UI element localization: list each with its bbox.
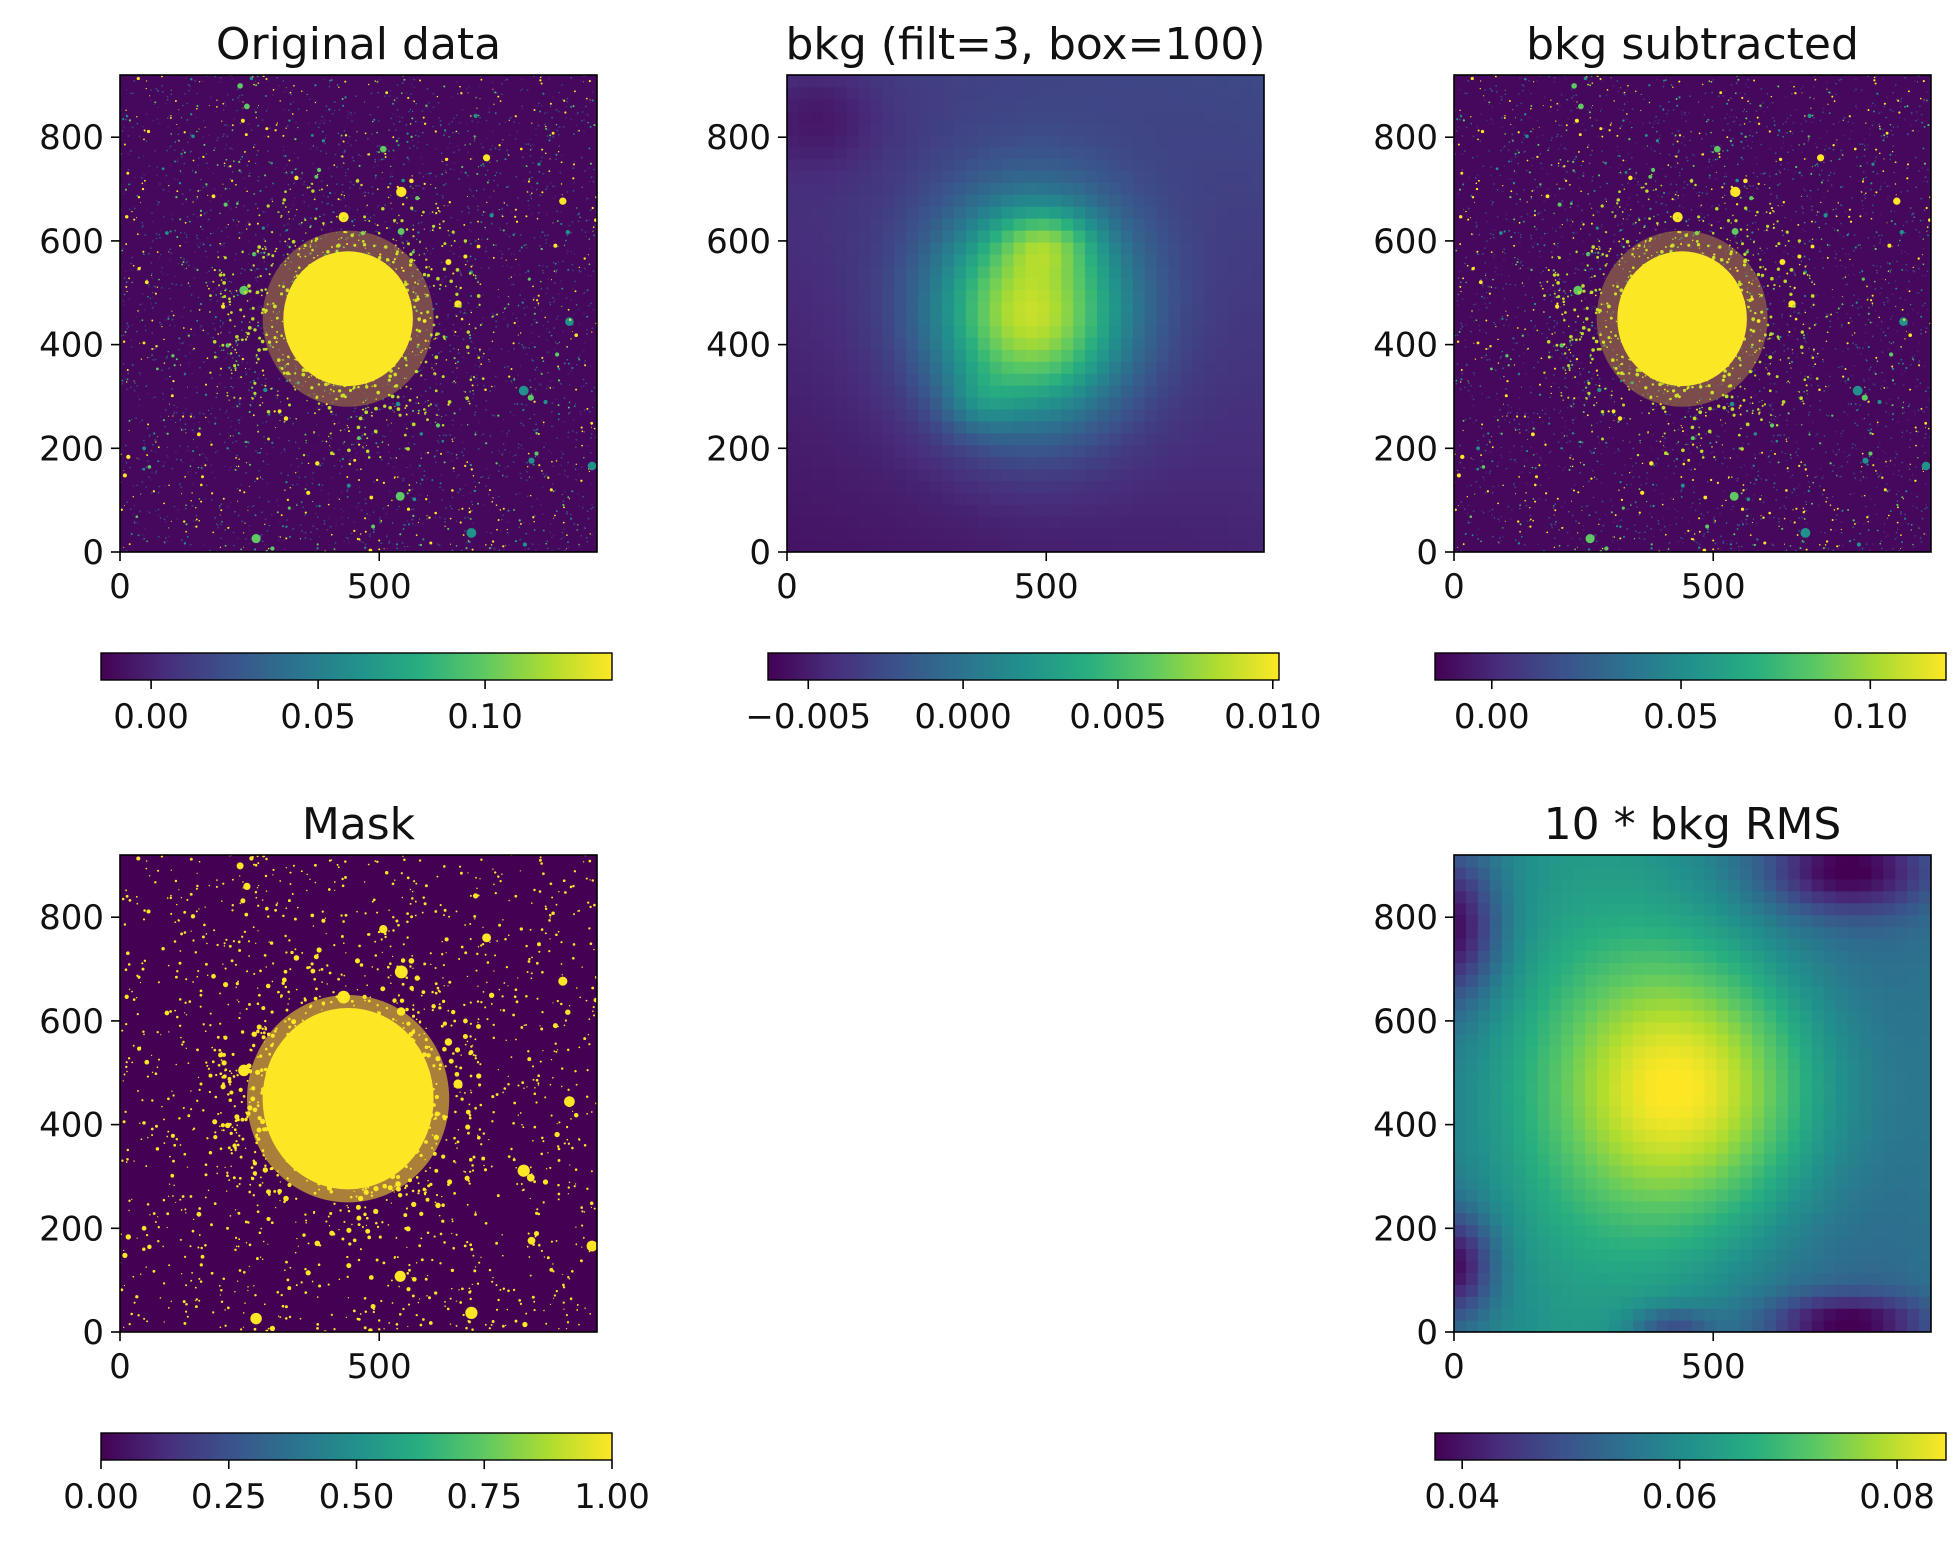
colorbar-tick-label: 0.50 [319,1477,395,1517]
colorbar-tick-label: 0.06 [1642,1477,1718,1517]
x-tick-label: 500 [347,1347,412,1387]
y-tick-label: 800 [1373,898,1438,938]
y-tick-label: 600 [1373,1002,1438,1042]
axes-frame [1453,854,1932,1333]
y-tick-label: 400 [1373,326,1438,366]
y-tick-label: 600 [706,222,771,262]
colorbar-tick-label: 0.00 [63,1477,139,1517]
x-tick-label: 500 [347,567,412,607]
panel-2: bkg subtracted 0 200 400 600 800 0 500 0.00 0.05 0… [1373,19,1947,737]
y-tick-label: 800 [706,118,771,158]
panel-title: Mask [302,799,416,850]
x-tick-label: 500 [1014,567,1079,607]
colorbar [1434,652,1947,681]
panel-0: Original data 0 200 400 600 800 0 500 0.00 0.05 0.… [39,19,613,737]
y-tick-label: 600 [39,1002,104,1042]
y-tick-label: 600 [1373,222,1438,262]
colorbar-tick-label: 0.000 [914,697,1011,737]
panel-title: bkg (filt=3, box=100) [785,19,1265,70]
y-tick-label: 200 [706,429,771,469]
colorbar-tick-label: 0.00 [1454,697,1530,737]
axes-frame [1453,74,1932,553]
y-tick-label: 0 [749,533,771,573]
y-tick-label: 200 [1373,1209,1438,1249]
y-tick-label: 800 [39,898,104,938]
y-tick-label: 0 [1416,1313,1438,1353]
axes-frame [786,74,1265,553]
y-tick-label: 0 [82,1313,104,1353]
colorbar-tick-label: 0.05 [1643,697,1719,737]
y-tick-label: 600 [39,222,104,262]
colorbar-tick-label: 0.00 [113,697,189,737]
colorbar-tick-label: 0.005 [1069,697,1166,737]
heatmap-image [1454,855,1931,1332]
panel-4: 10 * bkg RMS 0 200 400 600 800 0 500 0.04 0.06 0.0… [1373,799,1947,1517]
colorbar [100,652,613,681]
y-tick-label: 400 [39,1106,104,1146]
axes-frame [119,74,598,553]
y-tick-label: 200 [39,429,104,469]
x-tick-label: 0 [776,567,798,607]
panel-title: 10 * bkg RMS [1544,799,1842,850]
y-tick-label: 400 [39,326,104,366]
x-tick-label: 500 [1681,1347,1746,1387]
x-tick-label: 0 [1443,567,1465,607]
y-tick-label: 0 [1416,533,1438,573]
x-tick-label: 500 [1681,567,1746,607]
colorbar-tick-label: 0.08 [1859,1477,1935,1517]
colorbar [1434,1432,1947,1461]
colorbar-tick-label: 0.25 [191,1477,267,1517]
y-tick-label: 200 [1373,429,1438,469]
heatmap-image [120,75,597,552]
colorbar-tick-label: 0.75 [446,1477,522,1517]
colorbar-tick-label: 1.00 [574,1477,650,1517]
colorbar [767,652,1280,681]
x-tick-label: 0 [109,567,131,607]
panel-3: Mask 0 200 400 600 800 0 500 0.00 0.25 0.50 0.75 1.0… [39,799,650,1517]
colorbar-tick-label: 0.04 [1424,1477,1500,1517]
x-tick-label: 0 [109,1347,131,1387]
heatmap-image [120,855,597,1332]
colorbar-tick-label: 0.05 [280,697,356,737]
y-tick-label: 200 [39,1209,104,1249]
y-tick-label: 400 [1373,1106,1438,1146]
panel-1: bkg (filt=3, box=100) 0 200 400 600 800 0 500 −0… [706,19,1321,737]
colorbar-tick-label: −0.005 [745,697,871,737]
panel-title: Original data [216,19,501,70]
y-tick-label: 0 [82,533,104,573]
colorbar-tick-label: 0.10 [447,697,523,737]
y-tick-label: 800 [39,118,104,158]
colorbar-tick-label: 0.10 [1832,697,1908,737]
axes-frame [119,854,598,1333]
colorbar [100,1432,613,1461]
panel-title: bkg subtracted [1526,19,1859,70]
heatmap-image [1454,75,1931,552]
x-tick-label: 0 [1443,1347,1465,1387]
heatmap-image [787,75,1264,552]
colorbar-tick-label: 0.010 [1224,697,1321,737]
y-tick-label: 400 [706,326,771,366]
y-tick-label: 800 [1373,118,1438,158]
